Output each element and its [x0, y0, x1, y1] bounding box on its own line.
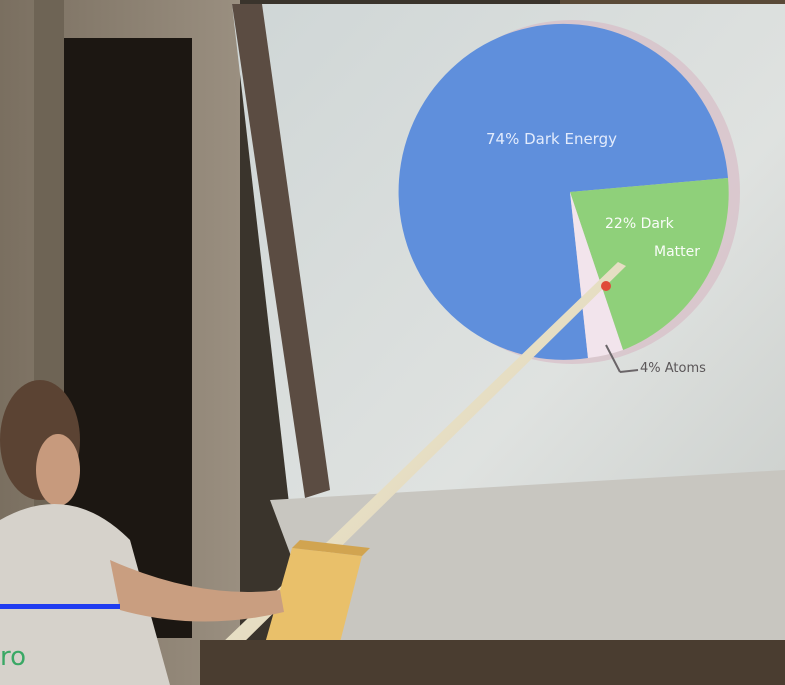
- notebook-edge: [292, 540, 370, 556]
- floor-strip: [200, 640, 785, 685]
- atoms-leader-line: [605, 344, 621, 373]
- pointer-tip: [601, 281, 611, 291]
- dark-matter-label-line2: Matter: [654, 244, 701, 260]
- notebook: [262, 548, 362, 662]
- dark-energy-label: 74% Dark Energy: [486, 130, 617, 148]
- slice-dark-energy: [398, 23, 728, 360]
- blue-line-fragment: [0, 604, 120, 609]
- atoms-leader-tick: [619, 369, 639, 373]
- atoms-label: 4% Atoms: [640, 361, 706, 376]
- presenter-arm: [110, 560, 284, 622]
- screen-shadow-strip: [232, 4, 330, 498]
- pie-chart: [398, 20, 740, 373]
- slice-atoms: [570, 192, 623, 358]
- presenter-face: [36, 434, 80, 506]
- dark-matter-label-line1: 22% Dark: [605, 216, 674, 232]
- text-fragment: ro: [0, 642, 27, 672]
- screen-lower-panel: [270, 470, 785, 660]
- slice-dark-matter: [570, 178, 729, 350]
- presenter-body: [0, 504, 170, 685]
